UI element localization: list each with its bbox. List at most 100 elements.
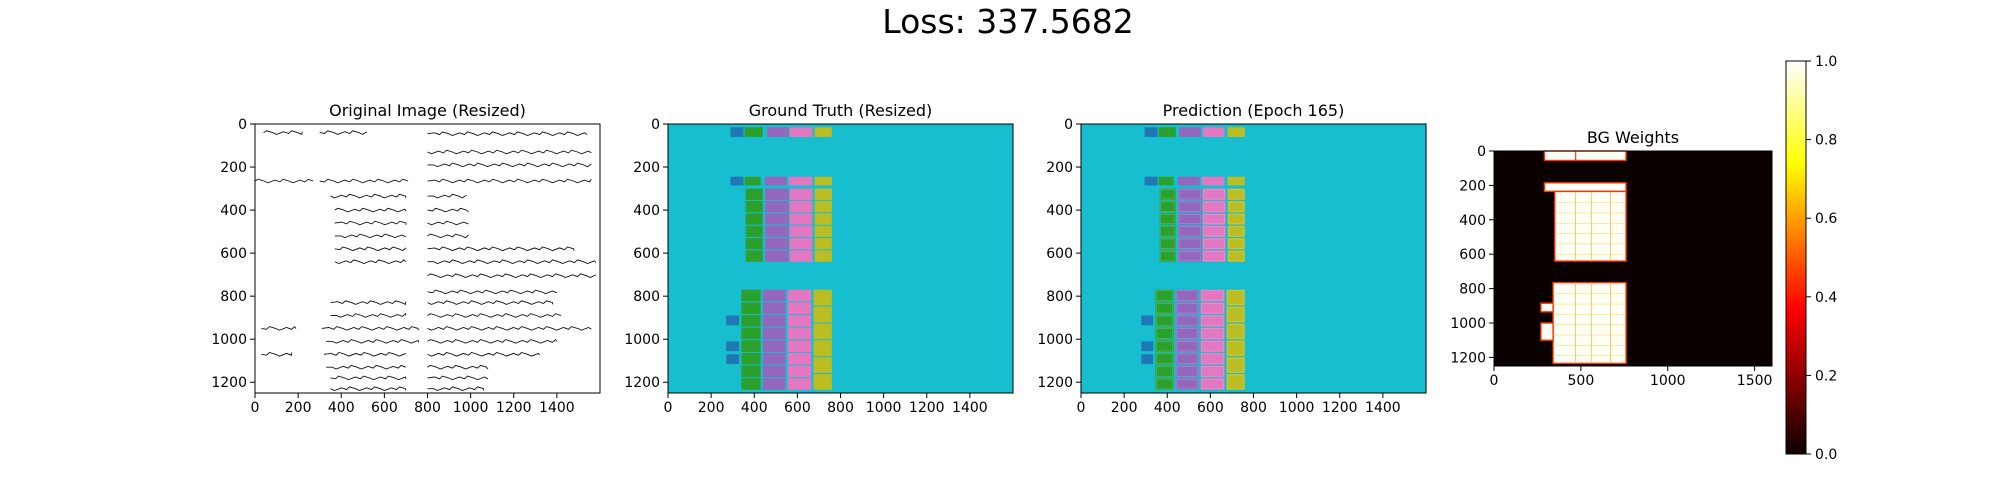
- segment-cell-green: [1158, 176, 1174, 186]
- x-tick-label: 1200: [496, 400, 532, 416]
- segment-cell-pink: [789, 200, 813, 213]
- segment-cell-green: [745, 213, 763, 225]
- y-tick-label: 800: [633, 289, 660, 305]
- segment-cell-edge: [1201, 315, 1224, 326]
- segment-cell-olive: [1226, 340, 1245, 357]
- handwriting-stroke: [330, 375, 407, 381]
- segment-cell-olive: [813, 340, 832, 357]
- segment-cell-edge: [1156, 340, 1174, 352]
- segment-cell-purple: [762, 327, 786, 340]
- segment-cell-edge: [1176, 303, 1198, 314]
- handwriting-stroke: [427, 364, 489, 370]
- segment-cell-olive: [1227, 213, 1245, 225]
- segment-cell-edge: [1156, 378, 1174, 390]
- segment-cell-blue: [726, 315, 740, 326]
- segment-cell-edge: [1201, 328, 1224, 339]
- segment-cell-purple: [1178, 238, 1202, 250]
- x-tick-label: 1200: [909, 400, 945, 416]
- segment-cell-edge: [1156, 303, 1174, 314]
- segment-cell-edge: [1178, 251, 1202, 262]
- handwriting-stroke: [427, 375, 489, 381]
- handwriting-stroke: [319, 178, 409, 184]
- segment-cell-purple: [762, 378, 786, 390]
- subplot-original-image: Original Image (Resized) 0 200 400 600 800 100…: [211, 101, 601, 416]
- segment-cell-green: [1155, 365, 1174, 378]
- segment-cell-edge: [1228, 201, 1245, 212]
- segment-cell-purple: [762, 314, 786, 327]
- segment-cell-purple: [767, 127, 789, 137]
- handwriting-stroke: [319, 130, 368, 135]
- segment-cell-edge: [1160, 251, 1176, 262]
- segment-cell-edge: [1203, 214, 1225, 224]
- segment-cell-olive: [814, 225, 832, 238]
- x-tick-label: 800: [1240, 400, 1267, 416]
- segment-cell-edge: [1227, 357, 1245, 373]
- y-tick-label: 1200: [624, 375, 660, 391]
- segment-cell-edge: [1178, 226, 1202, 237]
- y-tick-label: 600: [1046, 246, 1073, 262]
- y-tick-label: 800: [1046, 289, 1073, 305]
- y-tick-label: 200: [633, 160, 660, 176]
- segment-cell-green: [741, 378, 761, 390]
- segment-cell-purple: [765, 176, 787, 186]
- segment-cell-olive: [1227, 127, 1245, 137]
- handwriting-stroke: [427, 193, 467, 199]
- y-tick-label: 1000: [624, 332, 660, 348]
- y-tick-label: 800: [1459, 282, 1486, 298]
- segment-cell-pink: [1202, 127, 1225, 137]
- x-tick-label: 1000: [866, 400, 902, 416]
- segment-cell-edge: [1160, 214, 1176, 224]
- segment-cell-green: [741, 365, 761, 378]
- subplot-title: Prediction (Epoch 165): [1163, 101, 1345, 120]
- handwriting-stroke: [254, 178, 314, 184]
- segment-cell-olive: [1227, 238, 1245, 250]
- handwriting-stroke: [427, 259, 597, 264]
- segment-cell-green: [741, 327, 761, 340]
- segment-cell-green: [1159, 213, 1176, 225]
- segment-cell-edge: [1203, 189, 1225, 200]
- segment-cell-pink: [1201, 176, 1225, 186]
- segment-cell-edge: [1203, 251, 1225, 262]
- segment-cell-pink: [789, 225, 813, 238]
- segment-cell-purple: [1175, 327, 1199, 340]
- segment-cell-purple: [1178, 176, 1200, 186]
- x-tick-label: 1000: [453, 400, 489, 416]
- segment-cell-pink: [789, 127, 813, 137]
- segment-cell-blue: [726, 341, 740, 352]
- segment-cell-edge: [1201, 378, 1224, 390]
- x-tick-label: 400: [741, 400, 768, 416]
- segment-cell-edge: [1227, 324, 1245, 339]
- background-region: [1081, 124, 1426, 393]
- segment-cell-pink: [1202, 238, 1226, 250]
- y-tick-label: 0: [1064, 117, 1073, 133]
- segment-cell-green: [744, 176, 761, 186]
- y-tick-label: 1200: [211, 375, 247, 391]
- segment-cell-olive: [813, 306, 832, 323]
- segment-cell-olive: [814, 238, 832, 250]
- segment-cell-green: [745, 225, 763, 238]
- segment-cell-pink: [789, 238, 813, 250]
- segment-cell-olive: [1226, 306, 1245, 323]
- segment-cell-edge: [1201, 303, 1224, 314]
- colorbar-tick-label: 0.6: [1815, 211, 1837, 227]
- segment-cell-edge: [1160, 189, 1176, 200]
- y-tick-label: 400: [1459, 213, 1486, 229]
- segment-cell-edge: [1228, 238, 1245, 249]
- segment-cell-edge: [1176, 353, 1198, 364]
- x-tick-label: 600: [784, 400, 811, 416]
- handwriting-stroke: [261, 351, 293, 357]
- segment-cell-green: [1155, 302, 1174, 314]
- subplot-bg-weights: BG Weights 0 500 1000 1500 0 200 400 600 800 1000 1…: [1450, 128, 1773, 389]
- weight-region: [1543, 182, 1627, 193]
- segment-cell-edge: [1201, 290, 1224, 301]
- segment-cell-edge: [1228, 189, 1245, 200]
- segment-cell-edge: [1178, 238, 1202, 249]
- segment-cell-purple: [1175, 289, 1199, 302]
- y-tick-label: 1000: [211, 332, 247, 348]
- segment-cell-green: [1159, 225, 1176, 238]
- weights-background: [1494, 151, 1772, 366]
- segment-cell-edge: [1160, 201, 1176, 212]
- segment-cell-pink: [787, 352, 812, 365]
- segment-cell-green: [1155, 327, 1174, 340]
- handwriting-stroke: [427, 386, 485, 391]
